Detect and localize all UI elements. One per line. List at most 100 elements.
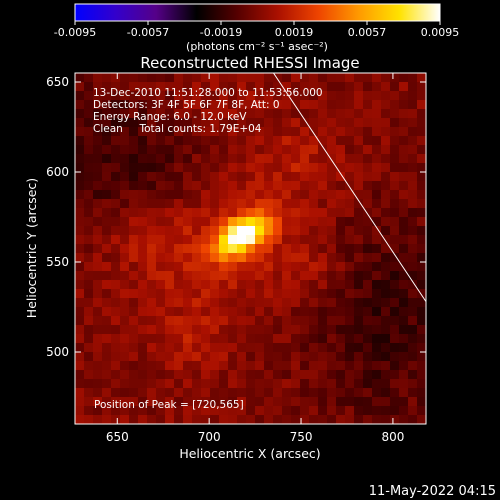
heatmap-cell: [390, 370, 400, 380]
heatmap-cell: [399, 127, 409, 137]
heatmap-cell: [120, 262, 130, 272]
heatmap-cell: [408, 91, 418, 101]
heatmap-cell: [219, 406, 229, 416]
colorbar-tick-label: -0.0019: [200, 26, 242, 39]
heatmap-cell: [111, 352, 121, 362]
heatmap-cell: [264, 226, 274, 236]
heatmap-cell: [210, 181, 220, 191]
heatmap-cell: [336, 298, 346, 308]
x-tick-label: 750: [290, 430, 313, 444]
heatmap-cell: [336, 379, 346, 389]
heatmap-cell: [354, 199, 364, 209]
heatmap-cell: [408, 82, 418, 92]
heatmap-cell: [381, 343, 391, 353]
heatmap-cell: [174, 361, 184, 371]
heatmap-cell: [237, 397, 247, 407]
heatmap-cell: [372, 361, 382, 371]
heatmap-cell: [417, 109, 426, 119]
heatmap-cell: [300, 388, 310, 398]
heatmap-cell: [120, 298, 130, 308]
heatmap-cell: [210, 235, 220, 245]
heatmap-cell: [345, 181, 355, 191]
heatmap-cell: [102, 91, 112, 101]
heatmap-cell: [264, 172, 274, 182]
heatmap-cell: [165, 379, 175, 389]
heatmap-cell: [417, 397, 426, 407]
heatmap-cell: [237, 136, 247, 146]
heatmap-cell: [282, 145, 292, 155]
heatmap-cell: [345, 415, 355, 424]
heatmap-cell: [228, 379, 238, 389]
heatmap-cell: [255, 388, 265, 398]
heatmap-cell: [102, 406, 112, 416]
heatmap-cell: [111, 244, 121, 254]
heatmap-cell: [147, 298, 157, 308]
heatmap-cell: [138, 73, 148, 83]
heatmap-cell: [75, 127, 85, 137]
heatmap-cell: [264, 406, 274, 416]
heatmap-cell: [390, 235, 400, 245]
heatmap-cell: [183, 415, 193, 424]
heatmap-cell: [147, 82, 157, 92]
heatmap-cell: [84, 280, 94, 290]
heatmap-cell: [84, 388, 94, 398]
heatmap-cell: [273, 109, 283, 119]
heatmap-cell: [282, 280, 292, 290]
heatmap-cell: [138, 289, 148, 299]
heatmap-cell: [264, 352, 274, 362]
heatmap-cell: [75, 343, 85, 353]
heatmap-cell: [102, 334, 112, 344]
heatmap-cell: [417, 208, 426, 218]
heatmap-cell: [390, 343, 400, 353]
heatmap-cell: [210, 199, 220, 209]
heatmap-cell: [327, 280, 337, 290]
heatmap-cell: [327, 136, 337, 146]
heatmap-cell: [417, 235, 426, 245]
heatmap-cell: [255, 262, 265, 272]
heatmap-cell: [192, 163, 202, 173]
heatmap-cell: [138, 145, 148, 155]
heatmap-cell: [264, 316, 274, 326]
heatmap-cell: [417, 307, 426, 317]
heatmap-cell: [183, 271, 193, 281]
heatmap-cell: [84, 118, 94, 128]
heatmap-cell: [291, 415, 301, 424]
heatmap-cell: [345, 190, 355, 200]
heatmap-cell: [399, 82, 409, 92]
heatmap-cell: [381, 82, 391, 92]
heatmap-cell: [354, 91, 364, 101]
heatmap-cell: [129, 397, 139, 407]
heatmap-cell: [363, 199, 373, 209]
heatmap-cell: [174, 190, 184, 200]
heatmap-cell: [237, 181, 247, 191]
heatmap-cell: [237, 253, 247, 263]
heatmap-cell: [93, 91, 103, 101]
heatmap-cell: [309, 307, 319, 317]
heatmap-cell: [102, 397, 112, 407]
heatmap-cell: [273, 406, 283, 416]
heatmap-cell: [201, 145, 211, 155]
heatmap-cell: [228, 100, 238, 110]
heatmap-cell: [363, 271, 373, 281]
heatmap-cell: [147, 271, 157, 281]
heatmap-cell: [174, 199, 184, 209]
heatmap-cell: [201, 298, 211, 308]
heatmap-cell: [129, 262, 139, 272]
heatmap-cell: [156, 406, 166, 416]
heatmap-cell: [354, 145, 364, 155]
heatmap-cell: [129, 190, 139, 200]
heatmap-cell: [255, 361, 265, 371]
heatmap-cell: [174, 406, 184, 416]
heatmap-cell: [345, 271, 355, 281]
heatmap-cell: [327, 298, 337, 308]
heatmap-cell: [156, 397, 166, 407]
heatmap-cell: [255, 289, 265, 299]
heatmap-cell: [129, 199, 139, 209]
heatmap-cell: [156, 172, 166, 182]
heatmap-cell: [156, 334, 166, 344]
heatmap-cell: [129, 73, 139, 83]
heatmap-cell: [102, 127, 112, 137]
heatmap-cell: [291, 235, 301, 245]
heatmap-cell: [417, 316, 426, 326]
heatmap-cell: [201, 343, 211, 353]
